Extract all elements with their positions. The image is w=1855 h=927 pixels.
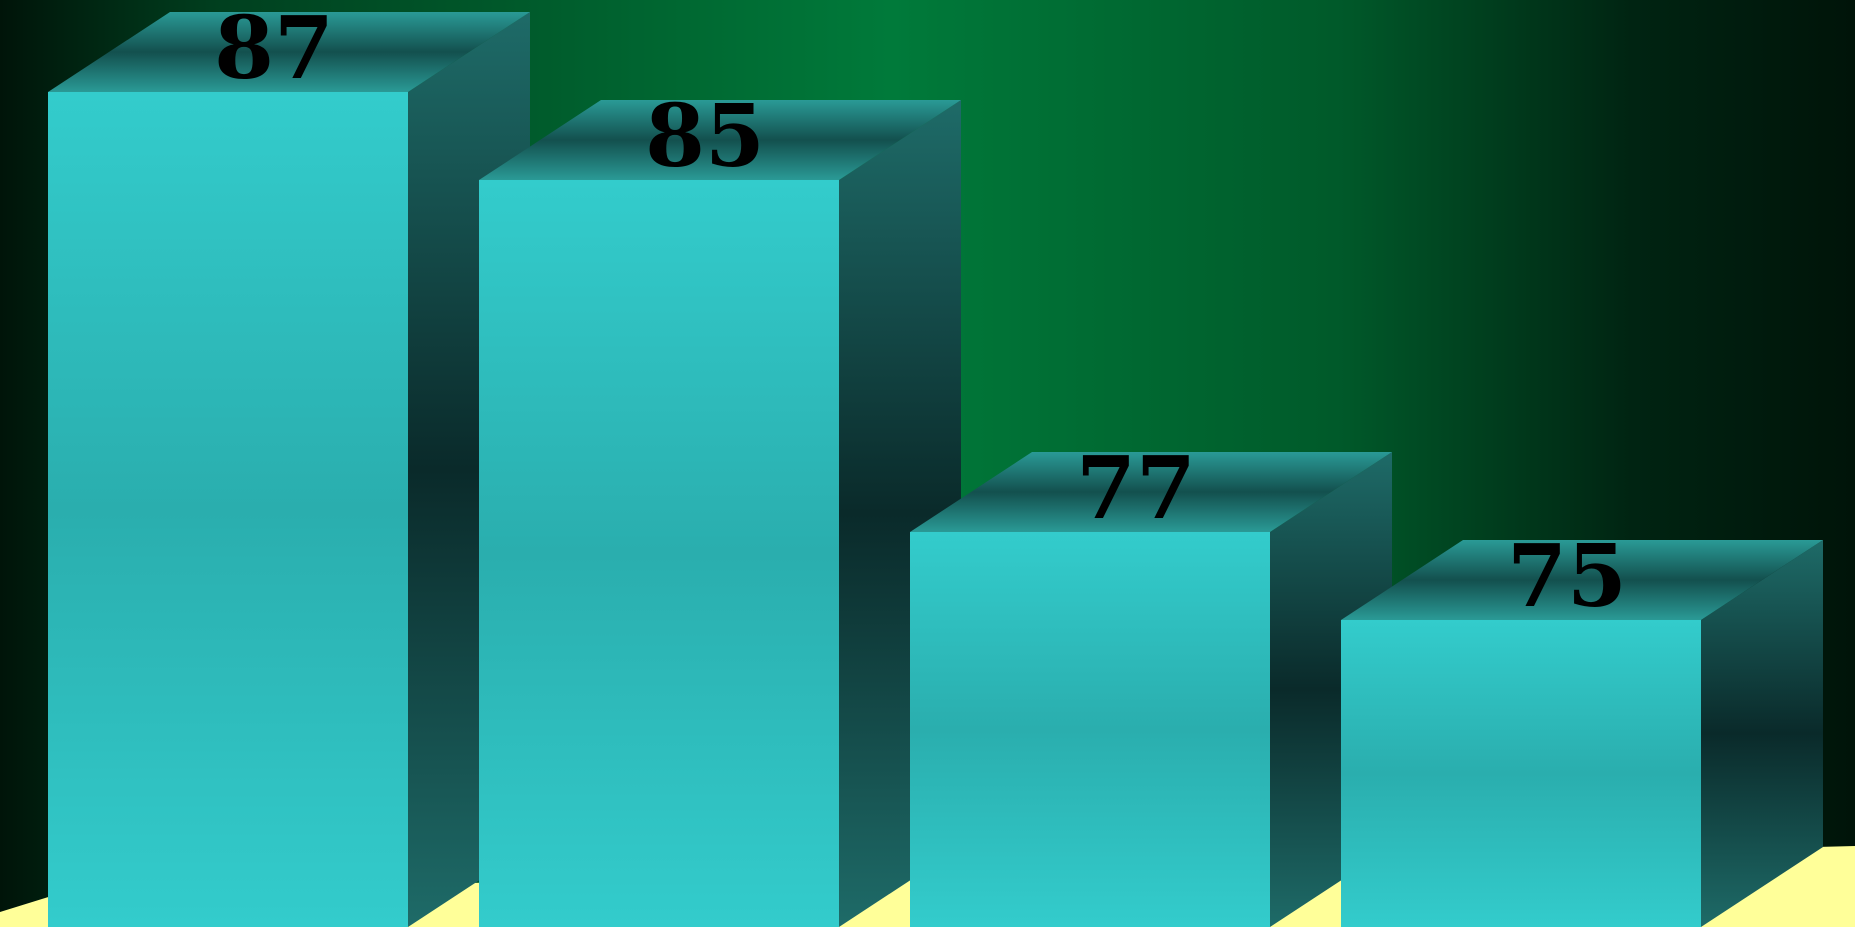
- bar-4: [1341, 540, 1823, 927]
- bar-top-face: [910, 452, 1392, 532]
- bar-value-label-2: 85: [645, 86, 765, 187]
- bar-front-face: [1341, 620, 1701, 927]
- bar-value-label-1: 87: [214, 0, 334, 99]
- bar-top-face: [1341, 540, 1823, 620]
- data-labels: 87 85 77 75: [214, 0, 1627, 627]
- bar-top-face: [48, 12, 530, 92]
- bar-series: [48, 12, 1823, 927]
- bar-front-face: [910, 532, 1270, 927]
- bar-value-label-4: 75: [1507, 526, 1627, 627]
- bar-side-face: [1701, 540, 1823, 927]
- bar-front-face: [48, 92, 408, 927]
- bar-1: [48, 12, 530, 927]
- bar-2: [479, 100, 961, 927]
- bar-front-face: [479, 180, 839, 927]
- bar-top-face: [479, 100, 961, 180]
- bar-3: [910, 452, 1392, 927]
- bar-value-label-3: 77: [1076, 438, 1196, 539]
